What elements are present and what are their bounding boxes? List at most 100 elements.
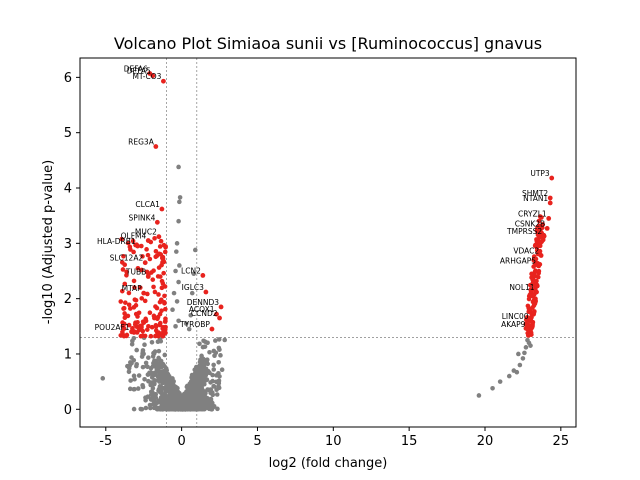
significant-point xyxy=(163,306,168,312)
nonsignificant-point xyxy=(174,299,180,304)
labeled-point xyxy=(159,206,165,212)
nonsignificant-point xyxy=(528,343,533,348)
nonsignificant-point xyxy=(203,377,209,383)
significant-point xyxy=(528,332,534,337)
nonsignificant-point xyxy=(180,397,186,402)
significant-point xyxy=(162,249,168,255)
significant-point xyxy=(523,317,529,323)
nonsignificant-point xyxy=(186,387,192,393)
nonsignificant-point xyxy=(128,378,133,383)
nonsignificant-point xyxy=(174,249,179,254)
labeled-point xyxy=(538,253,544,258)
nonsignificant-point xyxy=(140,382,145,388)
nonsignificant-point xyxy=(522,350,527,356)
nonsignificant-point xyxy=(216,359,221,365)
significant-point xyxy=(160,281,166,286)
gene-label: AKAP9 xyxy=(501,320,526,329)
nonsignificant-point xyxy=(176,279,181,285)
significant-point xyxy=(125,240,131,246)
nonsignificant-point xyxy=(100,376,106,381)
labeled-point xyxy=(161,78,166,84)
nonsignificant-point xyxy=(158,400,164,405)
significant-point xyxy=(144,269,150,275)
nonsignificant-point xyxy=(153,395,159,400)
nonsignificant-point xyxy=(162,352,168,358)
labeled-point xyxy=(154,219,160,225)
significant-point xyxy=(160,329,166,335)
nonsignificant-point xyxy=(219,367,225,373)
y-axis-ticks: 0 1 2 3 4 5 6 xyxy=(64,71,80,418)
gene-label: MT-CO3 xyxy=(132,72,161,81)
nonsignificant-point xyxy=(156,348,162,354)
significant-point xyxy=(150,277,156,282)
nonsignificant-point xyxy=(134,347,139,353)
nonsignificant-point xyxy=(131,406,137,412)
nonsignificant-point xyxy=(156,370,162,376)
nonsignificant-point xyxy=(143,397,148,403)
significant-point xyxy=(148,333,154,339)
gene-label: IGLC3 xyxy=(182,283,204,292)
significant-point xyxy=(120,323,126,329)
x-tick-label: -5 xyxy=(99,434,112,449)
nonsignificant-point xyxy=(216,378,222,384)
nonsignificant-point xyxy=(497,379,503,384)
y-tick-label: 6 xyxy=(64,71,72,86)
significant-point xyxy=(121,254,126,259)
nonsignificant-point xyxy=(204,361,209,366)
significant-point xyxy=(143,318,149,324)
nonsignificant-point xyxy=(162,406,168,411)
y-tick-label: 3 xyxy=(64,237,72,252)
labeled-point xyxy=(547,200,553,206)
labeled-point xyxy=(535,263,541,268)
significant-point xyxy=(135,265,141,271)
significant-point xyxy=(156,332,161,338)
nonsignificant-point xyxy=(525,337,530,343)
significant-point xyxy=(159,297,164,303)
gene-label: UTP3 xyxy=(530,169,550,178)
nonsignificant-point xyxy=(171,290,177,296)
significant-point xyxy=(127,306,133,311)
nonsignificant-point xyxy=(149,339,155,345)
labeled-point xyxy=(142,260,148,266)
significant-point xyxy=(537,248,543,254)
significant-point xyxy=(133,311,139,317)
significant-point xyxy=(131,249,136,255)
nonsignificant-point xyxy=(186,326,192,332)
y-tick-label: 5 xyxy=(64,126,72,141)
significant-point xyxy=(162,293,167,299)
nonsignificant-point xyxy=(213,338,218,343)
significant-point xyxy=(162,301,167,306)
nonsignificant-point xyxy=(211,367,217,372)
labeled-point xyxy=(200,273,206,278)
gene-label: OLFM4 xyxy=(121,232,147,241)
nonsignificant-point xyxy=(147,370,152,376)
labeled-point xyxy=(546,216,552,221)
significant-point xyxy=(533,242,538,248)
nonsignificant-point xyxy=(214,387,219,393)
nonsignificant-point xyxy=(175,400,181,405)
nonsignificant-point xyxy=(135,386,141,391)
nonsignificant-point xyxy=(207,349,212,355)
nonsignificant-point xyxy=(203,399,209,404)
significant-point xyxy=(132,285,137,290)
labeled-point xyxy=(135,243,141,249)
nonsignificant-point xyxy=(218,353,223,358)
labeled-point xyxy=(547,195,553,201)
significant-point xyxy=(139,267,144,273)
significant-point xyxy=(158,274,163,279)
x-tick-label: 5 xyxy=(253,434,261,449)
nonsignificant-point xyxy=(191,384,196,390)
nonsignificant-point xyxy=(136,373,142,378)
significant-point xyxy=(130,238,136,244)
labeled-point xyxy=(209,326,215,332)
nonsignificant-point xyxy=(173,268,178,274)
nonsignificant-point xyxy=(157,361,163,366)
nonsignificant-point xyxy=(190,378,195,384)
gene-label: NOL11 xyxy=(509,283,534,292)
nonsignificant-point xyxy=(168,380,173,386)
nonsignificant-point xyxy=(192,247,198,253)
labeled-point xyxy=(150,73,156,79)
nonsignificant-point xyxy=(183,321,189,326)
significant-point xyxy=(152,236,157,241)
